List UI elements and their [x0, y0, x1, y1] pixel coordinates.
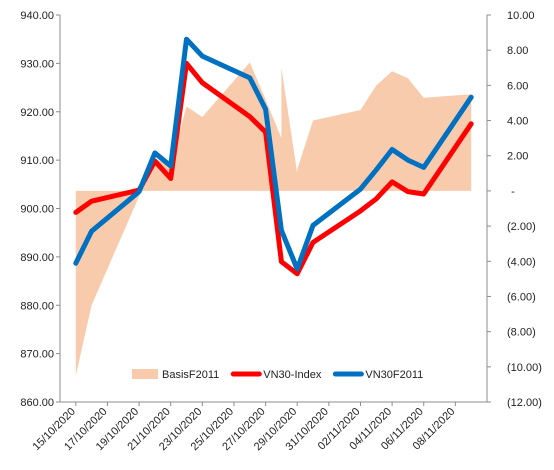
y-tick-label-right: -	[511, 186, 515, 198]
legend-label: BasisF2011	[162, 369, 219, 381]
series-area-basisf2011	[75, 62, 472, 376]
y-tick-label-right: (2.00)	[507, 221, 536, 233]
y-tick-label-right: (8.00)	[507, 327, 536, 339]
y-tick-label-left: 870.00	[20, 349, 54, 361]
y-tick-label-right: 8.00	[507, 45, 528, 57]
y-tick-label-left: 880.00	[20, 300, 54, 312]
y-tick-label-left: 940.00	[20, 10, 54, 22]
y-tick-label-left: 930.00	[20, 58, 54, 70]
series-line-vn30f2011	[73, 36, 474, 272]
y-tick-label-right: 4.00	[507, 116, 528, 128]
y-tick-label-right: (10.00)	[507, 362, 542, 374]
y-tick-label-left: 900.00	[20, 204, 54, 216]
plot-area	[73, 36, 474, 376]
y-tick-label-right: (6.00)	[507, 291, 536, 303]
legend-label: VN30-Index	[263, 369, 322, 381]
legend-swatch-area	[132, 369, 158, 379]
y-tick-label-left: 920.00	[20, 107, 54, 119]
y-tick-label-left: 910.00	[20, 155, 54, 167]
y-tick-label-right: (4.00)	[507, 256, 536, 268]
y-tick-label-right: (12.00)	[507, 397, 542, 409]
y-tick-label-left: 890.00	[20, 252, 54, 264]
legend: BasisF2011 VN30-Index VN30F2011	[132, 369, 423, 381]
legend-label: VN30F2011	[365, 369, 423, 381]
y-tick-label-right: 6.00	[507, 80, 528, 92]
y-tick-label-left: 860.00	[20, 397, 54, 409]
y-tick-label-right: 10.00	[507, 10, 535, 22]
y-tick-label-right: 2.00	[507, 151, 528, 163]
